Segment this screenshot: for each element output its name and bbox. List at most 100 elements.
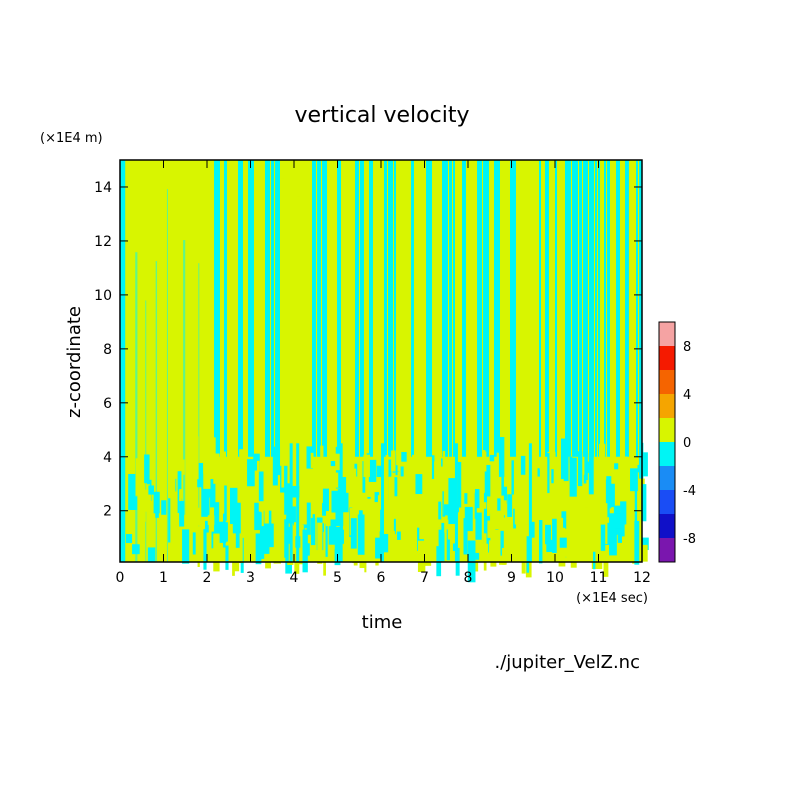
x-tick-label: 7 (420, 570, 429, 586)
heatmap-band (438, 213, 441, 457)
heatmap-patch (320, 445, 324, 485)
heatmap-patch (298, 502, 301, 528)
heatmap-band (381, 177, 383, 457)
x-tick-label: 11 (590, 570, 608, 586)
heatmap-patch (144, 454, 150, 484)
heatmap-patch (487, 520, 492, 538)
heatmap-band (636, 160, 638, 457)
heatmap-band (248, 160, 254, 457)
heatmap-patch (126, 455, 132, 463)
heatmap-patch (640, 452, 648, 477)
heatmap-patch (634, 484, 638, 527)
heatmap-patch (420, 441, 426, 479)
heatmap-patch (530, 521, 535, 538)
heatmap-band (292, 184, 296, 457)
heatmap-band (275, 160, 280, 457)
heatmap-patch (417, 464, 423, 473)
heatmap-band (265, 160, 270, 457)
heatmap-patch (417, 540, 426, 572)
heatmap-patch (224, 522, 228, 542)
heatmap-patch (475, 510, 482, 540)
heatmap-band (604, 160, 606, 457)
colorbar-swatch (659, 514, 675, 538)
heatmap-band (135, 252, 138, 562)
heatmap-patch (331, 474, 338, 513)
heatmap-patch (497, 437, 505, 477)
heatmap-streak (339, 443, 343, 562)
heatmap-patch (538, 520, 543, 564)
heatmap-band (583, 160, 588, 457)
heatmap-band (539, 160, 541, 457)
heatmap-patch (533, 492, 537, 508)
heatmap-patch (397, 531, 401, 540)
heatmap-patch (357, 514, 365, 555)
heatmap-streak (296, 443, 300, 562)
x-tick-label: 8 (464, 570, 473, 586)
heatmap-patch (285, 517, 289, 563)
heatmap-band (558, 194, 560, 457)
colorbar-swatch (659, 346, 675, 370)
heatmap-patch (317, 522, 323, 564)
heatmap-patch (406, 494, 412, 529)
heatmap-patch (501, 547, 507, 565)
heatmap-patch (203, 529, 207, 570)
heatmap-band (244, 164, 247, 457)
heatmap-band (374, 186, 380, 457)
heatmap-band (214, 160, 220, 457)
heatmap-band (155, 261, 157, 562)
heatmap-patch (464, 506, 473, 532)
y-tick-label: 8 (103, 342, 112, 358)
heatmap-patch (146, 484, 150, 511)
heatmap-band (565, 160, 571, 457)
heatmap-band (317, 160, 321, 457)
y-tick-label: 2 (103, 504, 112, 520)
heatmap-band (309, 191, 311, 457)
heatmap-band (598, 160, 600, 457)
heatmap-patch (186, 464, 193, 488)
heatmap-patch (464, 493, 468, 504)
heatmap-patch (578, 451, 583, 487)
heatmap-band (449, 160, 452, 457)
heatmap-band (255, 204, 257, 457)
heatmap-patch (214, 502, 220, 540)
heatmap-patch (376, 465, 382, 478)
heatmap-patch (203, 495, 210, 515)
heatmap-patch (416, 489, 422, 506)
heatmap-patch (442, 491, 446, 517)
heatmap-patch (225, 545, 229, 570)
heatmap-patch (207, 515, 215, 525)
heatmap-patch (600, 524, 606, 551)
heatmap-patch (511, 460, 514, 495)
heatmap-patch (448, 478, 456, 525)
heatmap-patch (192, 436, 199, 480)
heatmap-patch (536, 469, 540, 508)
heatmap-patch (545, 524, 551, 545)
heatmap-patch (569, 457, 577, 497)
heatmap-patch (231, 530, 239, 541)
heatmap-patch (436, 529, 443, 543)
heatmap-patch (284, 490, 290, 515)
heatmap-patch (193, 470, 196, 502)
heatmap-patch (606, 476, 612, 509)
heatmap-band (231, 163, 237, 457)
heatmap-patch (213, 453, 220, 484)
x-axis-label: time (362, 612, 403, 633)
heatmap-band (342, 173, 347, 457)
heatmap-patch (232, 537, 235, 576)
heatmap-patch (312, 514, 316, 521)
heatmap-band (501, 188, 504, 457)
heatmap-patch (617, 531, 623, 543)
heatmap-patch (641, 544, 648, 562)
x-tick-label: 9 (507, 570, 516, 586)
heatmap-patch (181, 459, 185, 475)
heatmap-patch (569, 456, 573, 464)
heatmap-patch (328, 519, 337, 545)
heatmap-patch (310, 452, 314, 469)
heatmap-patch (603, 540, 609, 577)
heatmap-patch (382, 533, 389, 553)
heatmap-patch (260, 448, 263, 470)
heatmap-patch (135, 458, 143, 496)
heatmap-patch (435, 519, 439, 556)
heatmap-patch (599, 443, 606, 476)
heatmap-patch (421, 488, 426, 528)
